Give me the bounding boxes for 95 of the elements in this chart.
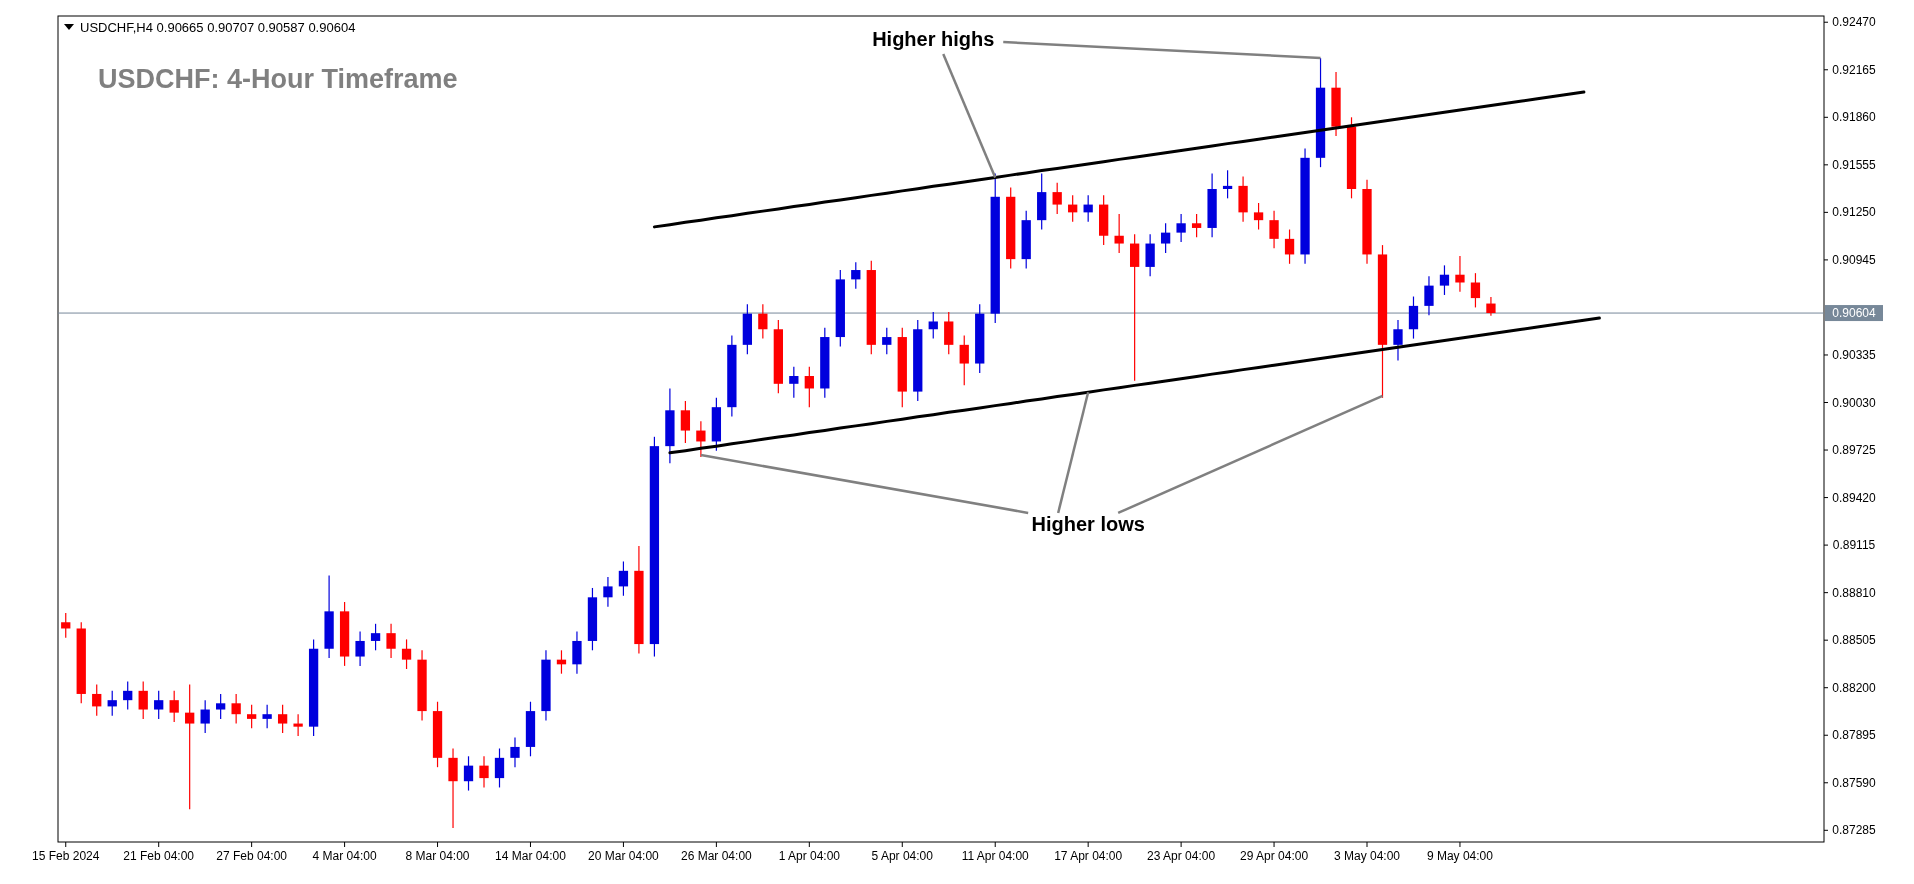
- candlestick: [1114, 213, 1124, 254]
- x-tick-label: 29 Apr 04:00: [1240, 849, 1309, 863]
- y-tick-label: 0.91555: [1832, 157, 1877, 172]
- y-tick-label: 0.89420: [1832, 490, 1877, 505]
- candlestick: [603, 576, 613, 608]
- candlestick: [246, 704, 257, 729]
- y-tick-label: 0.88200: [1832, 680, 1877, 695]
- x-tick-label: 21 Feb 04:00: [123, 849, 195, 863]
- annotation: Higher highs: [872, 28, 995, 50]
- y-tick-label: 0.90945: [1832, 252, 1877, 267]
- candlestick: [851, 261, 861, 290]
- candlestick: [1284, 228, 1295, 265]
- y-tick-label: 0.92470: [1832, 15, 1877, 30]
- candlestick: [510, 736, 520, 768]
- candlestick: [959, 334, 969, 386]
- candlestick: [386, 623, 396, 659]
- candlestick: [1191, 213, 1202, 238]
- candlestick: [1408, 295, 1419, 340]
- candlestick: [169, 690, 179, 723]
- annotation: USDCHF,H4 0.90665 0.90707 0.90587 0.90604: [80, 20, 356, 35]
- candlestick: [1222, 169, 1233, 199]
- x-tick-label: 20 Mar 04:00: [588, 849, 660, 863]
- candlestick: [1424, 275, 1434, 316]
- x-tick-label: 26 Mar 04:00: [681, 849, 753, 863]
- y-tick-label: 0.90030: [1832, 395, 1877, 410]
- candlestick: [262, 704, 272, 729]
- candlestick: [1160, 222, 1171, 254]
- y-tick-label: 0.88505: [1832, 633, 1877, 648]
- y-tick-label: 0.87285: [1832, 823, 1877, 838]
- candlestick: [789, 366, 799, 399]
- y-tick-label: 0.87895: [1832, 728, 1877, 743]
- candlestick: [944, 311, 954, 355]
- y-tick-label: 0.92165: [1832, 62, 1877, 77]
- candlestick: [882, 327, 892, 355]
- candlestick: [1470, 272, 1481, 309]
- candlestick: [401, 638, 412, 670]
- candlestick: [1176, 213, 1186, 243]
- candlestick: [1269, 210, 1279, 249]
- y-tick-label: 0.90335: [1832, 347, 1877, 362]
- x-tick-label: 11 Apr 04:00: [961, 849, 1030, 863]
- x-tick-label: 8 Mar 04:00: [405, 849, 470, 863]
- candlestick: [680, 400, 691, 444]
- candlestick: [1129, 233, 1140, 382]
- candlestick: [1145, 233, 1155, 277]
- x-tick-label: 15 Feb 2024: [32, 849, 100, 863]
- candlestick: [618, 560, 629, 597]
- candlestick: [1393, 319, 1403, 362]
- candlestick: [293, 713, 303, 737]
- candlestick: [1439, 264, 1450, 296]
- candlestick: [370, 623, 381, 651]
- candlestick: [277, 704, 288, 734]
- candlestick: [355, 631, 365, 667]
- candlestick: [928, 311, 938, 340]
- candlestick: [123, 680, 133, 711]
- line-series: [652, 90, 1586, 229]
- candlestick: [804, 366, 814, 408]
- candlestick: [1486, 296, 1496, 317]
- x-tick-label: 4 Mar 04:00: [312, 849, 377, 863]
- x-tick-label: 14 Mar 04:00: [495, 849, 567, 863]
- x-tick-label: 3 May 04:00: [1333, 849, 1401, 863]
- candlestick: [216, 693, 226, 720]
- candlestick: [1253, 202, 1264, 231]
- text: USDCHF: 4-Hour Timeframe: [98, 64, 458, 94]
- candlestick: [200, 699, 210, 734]
- candlestick: [758, 303, 768, 340]
- candlestick: [231, 693, 241, 725]
- y-tick-label: 0.89725: [1832, 443, 1877, 458]
- x-tick-label: 27 Feb 04:00: [216, 849, 288, 863]
- x-tick-label: 5 Apr 04:00: [871, 849, 934, 863]
- ref-line-label: 0.90604: [1832, 306, 1877, 321]
- y-tick-label: 0.88810: [1832, 585, 1877, 600]
- x-tick-label: 1 Apr 04:00: [778, 849, 841, 863]
- candlestick: [1052, 182, 1062, 215]
- annotation: Higher lows: [1031, 512, 1145, 535]
- candlestick: [107, 690, 117, 717]
- candlestick: [92, 683, 102, 717]
- candlestick: [479, 755, 489, 789]
- candlestick: [572, 631, 582, 675]
- x-tick-label: 23 Apr 04:00: [1147, 849, 1216, 863]
- line-series: [668, 316, 1601, 455]
- candlestick: [448, 747, 458, 829]
- candlestick: [1455, 255, 1465, 293]
- y-tick-label: 0.91860: [1832, 110, 1877, 125]
- x-tick-label: 9 May 04:00: [1426, 849, 1494, 863]
- y-tick-label: 0.91250: [1832, 205, 1877, 220]
- candlestick: [154, 690, 164, 720]
- candlestick: [61, 612, 71, 639]
- y-tick-label: 0.87590: [1832, 775, 1877, 790]
- candlestick: [696, 420, 706, 458]
- candlestick: [494, 747, 505, 789]
- y-tick-label: 0.89115: [1832, 538, 1876, 553]
- candlestick: [138, 680, 148, 720]
- candlestick: [463, 755, 474, 792]
- candlestick: [185, 683, 195, 810]
- x-tick-label: 17 Apr 04:00: [1054, 849, 1123, 863]
